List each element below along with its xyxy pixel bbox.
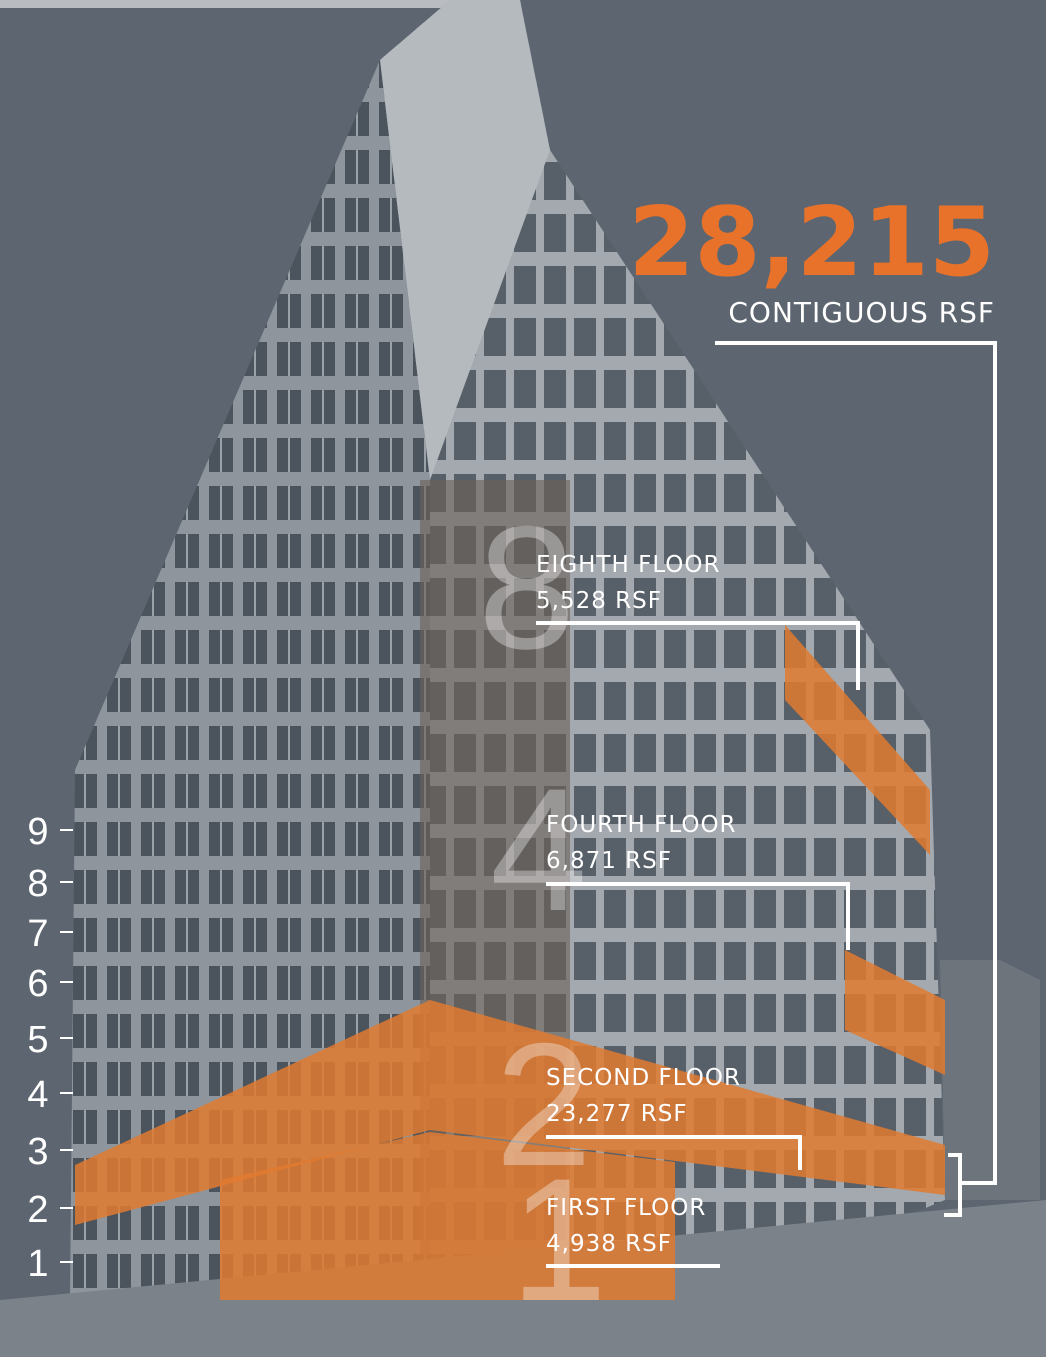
headline-label: CONTIGUOUS RSF xyxy=(728,296,995,329)
scale-label: 8 xyxy=(27,863,48,905)
floor-area: 23,277 RSF xyxy=(546,1101,688,1127)
scale-label: 3 xyxy=(27,1131,48,1173)
floor-name: SECOND FLOOR xyxy=(546,1065,741,1091)
floor-area: 6,871 RSF xyxy=(546,848,672,874)
floor-name: FIRST FLOOR xyxy=(546,1195,706,1221)
scale-label: 2 xyxy=(27,1189,48,1231)
headline-value: 28,215 xyxy=(628,188,995,298)
floor-area: 4,938 RSF xyxy=(546,1231,672,1257)
infographic: 28,215 CONTIGUOUS RSF 8 EIGHTH FLOOR 5,528… xyxy=(0,0,1046,1357)
scale-label: 5 xyxy=(27,1019,48,1061)
scale-label: 1 xyxy=(27,1243,48,1285)
floor-name: FOURTH FLOOR xyxy=(546,812,737,838)
scale-label: 4 xyxy=(27,1074,48,1116)
floor-name: EIGHTH FLOOR xyxy=(536,552,721,578)
top-strip xyxy=(0,0,515,8)
scale-label: 6 xyxy=(27,963,48,1005)
floor-area: 5,528 RSF xyxy=(536,588,662,614)
scale-label: 9 xyxy=(27,811,48,853)
scale-label: 7 xyxy=(27,913,48,955)
